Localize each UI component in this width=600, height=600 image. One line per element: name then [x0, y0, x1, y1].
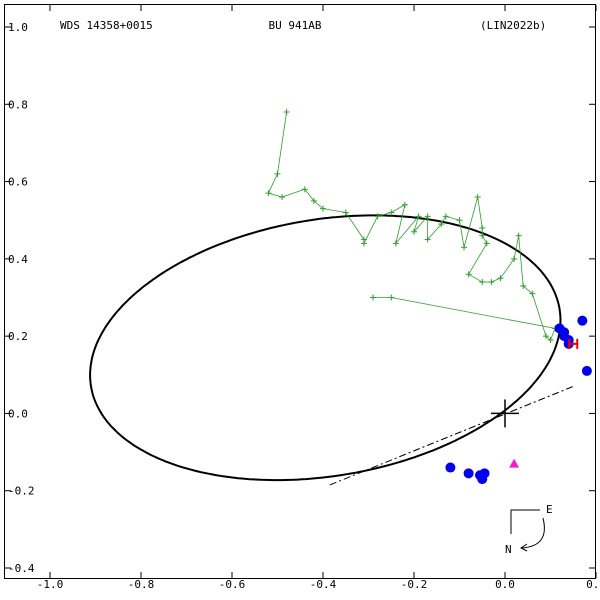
line-of-nodes-path: [329, 385, 574, 486]
plus-tie-line: [322, 208, 346, 213]
triangle-point: [509, 458, 520, 468]
plus-tie-line: [345, 212, 365, 240]
plus-tie-line: [281, 188, 305, 198]
x-tick-label: -0.2: [401, 578, 428, 591]
data-series: [265, 109, 592, 485]
plus-tie-line: [477, 196, 483, 229]
plus-tie-line: [481, 235, 488, 244]
x-tick-label: -0.4: [310, 578, 337, 591]
plus-tie-line: [427, 223, 442, 240]
plus-tie-line: [413, 216, 428, 233]
plus-tie-line: [531, 293, 547, 337]
compass-north-label: N: [505, 543, 512, 556]
compass-east-label: E: [546, 503, 553, 516]
axis-ticks: -1.0 -0.8 -0.6 -0.4 -0.2 0.0 0.2 -0.4 -0.2 0.0 0.2…: [5, 5, 600, 591]
x-tick-label: -0.8: [128, 578, 155, 591]
plus-tie-line: [395, 216, 419, 244]
plus-tie-line: [313, 200, 324, 209]
header-center-label: BU 941AB: [269, 19, 322, 32]
plus-tie-line: [550, 328, 556, 341]
y-tick-label: -0.4: [8, 562, 35, 575]
plus-tie-line: [268, 192, 283, 198]
plus-tie-line: [268, 173, 278, 194]
plus-tie-line: [304, 189, 315, 202]
plus-tie-line: [391, 204, 406, 213]
line-of-nodes: [329, 385, 574, 486]
plus-tie-line: [391, 297, 556, 329]
plus-tie-line: [522, 285, 533, 294]
series-H: [568, 338, 579, 349]
x-tick-label: -0.6: [219, 578, 246, 591]
circle-point: [445, 462, 456, 473]
y-tick-label: 1.0: [8, 21, 28, 34]
circle-point: [463, 468, 474, 479]
circle-point: [479, 468, 490, 479]
plus-tie-line: [440, 216, 447, 225]
plus-tie-line: [459, 220, 465, 248]
orbit-path: [89, 214, 562, 482]
primary-star-marker: [491, 399, 519, 428]
series-triangle: [509, 458, 520, 468]
y-tick-label: 0.8: [8, 98, 28, 111]
plus-tie-line: [468, 273, 483, 283]
y-tick-label: 0.0: [8, 407, 28, 420]
plus-tie-line: [377, 212, 392, 217]
series-plus: [265, 109, 559, 344]
plus-tie-line: [518, 235, 524, 286]
plus-tie-line: [445, 215, 460, 221]
x-tick-label: -1.0: [37, 578, 64, 591]
plus-tie-line: [491, 277, 501, 283]
plus-tie-line: [500, 258, 515, 279]
plot-frame: [4, 4, 596, 579]
compass-icon: E N: [505, 503, 553, 556]
plus-tie-line: [413, 216, 419, 232]
plus-tie-line: [363, 216, 378, 244]
y-tick-label: 0.4: [8, 253, 28, 266]
plus-tie-line: [468, 243, 488, 275]
y-tick-label: 0.2: [8, 330, 28, 343]
header-left-label: WDS 14358+0015: [60, 19, 153, 32]
y-tick-label: -0.2: [8, 485, 35, 498]
header-right-label: (LIN2022b): [480, 19, 546, 32]
plus-tie-line: [277, 111, 287, 174]
plus-tie-line: [395, 204, 406, 244]
circle-point: [577, 315, 588, 326]
plus-tie-line: [463, 196, 479, 248]
x-tick-label: 0.2: [586, 578, 600, 591]
plus-tie-line: [545, 335, 551, 341]
orbit-ellipse: [89, 214, 562, 482]
series-circle: [445, 315, 592, 485]
circle-point: [581, 365, 592, 376]
x-tick-label: 0.0: [495, 578, 515, 591]
plus-tie-line: [513, 235, 520, 259]
y-tick-label: 0.6: [8, 176, 28, 189]
